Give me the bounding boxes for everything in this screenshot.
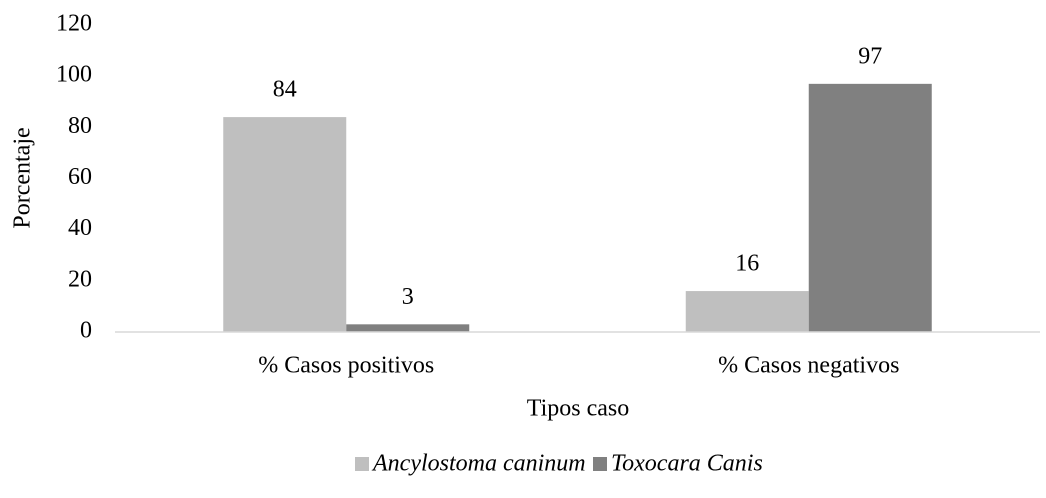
bar: [223, 117, 347, 332]
value-label: 84: [273, 77, 297, 103]
value-label: 16: [735, 251, 759, 277]
legend-text: Toxocara Canis: [611, 451, 763, 477]
x-tick-label: % Casos negativos: [718, 353, 899, 379]
y-tick-label: 60: [68, 164, 92, 190]
legend-swatch: [355, 457, 369, 471]
value-label: 3: [402, 284, 414, 310]
bar: [685, 291, 809, 332]
y-tick-label: 120: [56, 11, 92, 37]
x-axis-title: Tipos caso: [527, 396, 629, 422]
value-label: 97: [858, 43, 882, 69]
y-tick-label: 40: [68, 215, 92, 241]
legend-text: Ancylostoma caninum: [371, 451, 586, 477]
bar: [808, 83, 932, 332]
y-tick-label: 20: [68, 266, 92, 292]
y-tick-label: 0: [80, 318, 92, 344]
y-tick-label: 80: [68, 113, 92, 139]
legend-swatch: [593, 457, 607, 471]
y-axis-title: Porcentaje: [10, 127, 36, 228]
y-tick-label: 100: [56, 62, 92, 88]
bar: [346, 324, 470, 332]
x-tick-label: % Casos positivos: [258, 353, 434, 379]
